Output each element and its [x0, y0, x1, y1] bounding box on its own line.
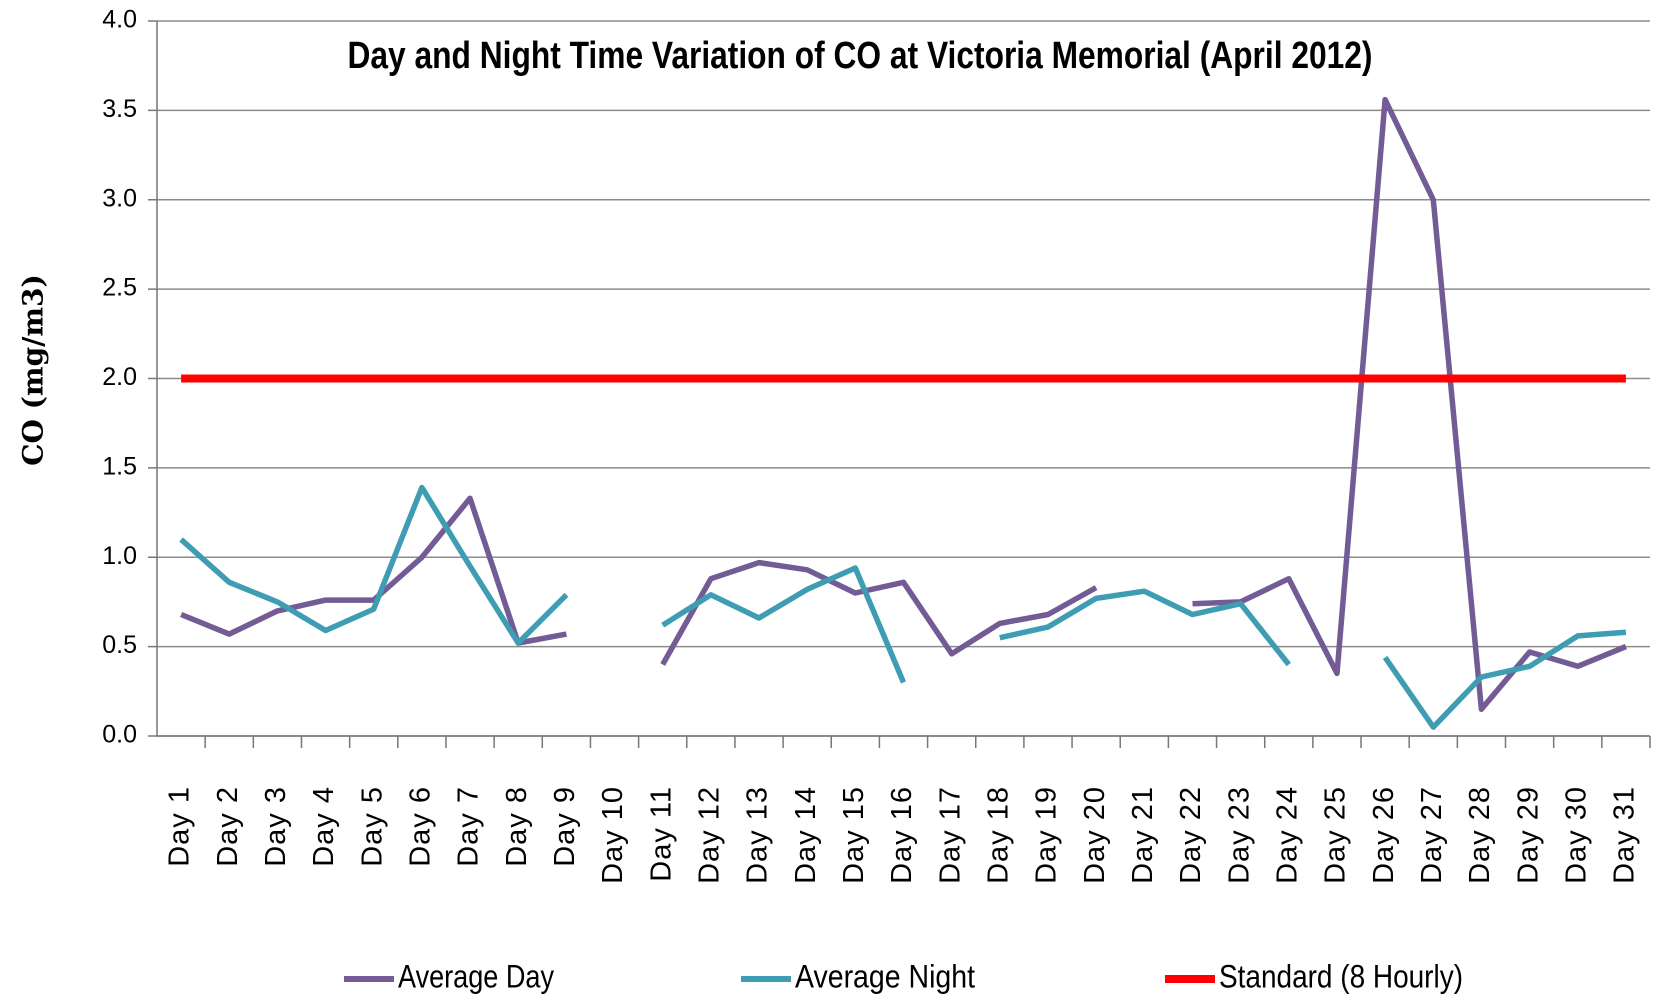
x-tick-label: Day 3: [260, 786, 292, 867]
legend-label: Average Day: [398, 958, 554, 994]
x-tick-label: Day 7: [453, 786, 485, 867]
y-tick-label: 2.5: [102, 274, 137, 302]
y-tick-label: 4.0: [102, 6, 137, 34]
x-tick-label: Day 27: [1416, 786, 1448, 884]
x-tick-label: Day 5: [356, 786, 388, 867]
y-tick-label: 0.0: [102, 721, 137, 749]
y-tick-label: 1.0: [102, 542, 137, 570]
y-axis-label: CO (mg/m3): [17, 274, 50, 465]
chart-title: Day and Night Time Variation of CO at Vi…: [348, 35, 1373, 77]
x-tick-label: Day 29: [1512, 786, 1544, 884]
x-tick-label: Day 16: [886, 786, 918, 884]
x-tick-label: Day 20: [1079, 786, 1111, 884]
y-tick-label: 2.0: [102, 363, 137, 391]
x-tick-label: Day 13: [742, 786, 774, 884]
x-tick-label: Day 22: [1175, 786, 1207, 884]
x-tick-label: Day 8: [501, 786, 533, 867]
x-tick-label: Day 1: [164, 786, 196, 867]
x-tick-label: Day 23: [1223, 786, 1255, 884]
x-tick-label: Day 30: [1560, 786, 1592, 884]
y-tick-label: 3.0: [102, 184, 137, 212]
x-tick-label: Day 24: [1271, 786, 1303, 884]
x-tick-label: Day 12: [694, 786, 726, 884]
x-tick-label: Day 31: [1609, 786, 1641, 884]
x-tick-label: Day 14: [790, 786, 822, 884]
series-line: [179, 484, 1627, 730]
x-tick-label: Day 9: [549, 786, 581, 867]
x-tick-label: Day 25: [1320, 786, 1352, 884]
series-line: [180, 96, 1627, 712]
legend-label: Standard (8 Hourly): [1219, 958, 1463, 994]
x-tick-label: Day 28: [1464, 786, 1496, 884]
y-tick-label: 0.5: [102, 631, 137, 659]
x-tick-label: Day 17: [934, 786, 966, 884]
x-tick-label: Day 2: [212, 786, 244, 867]
x-tick-label: Day 6: [405, 786, 437, 867]
x-tick-label: Day 19: [1031, 786, 1063, 884]
x-tick-label: Day 26: [1368, 786, 1400, 884]
y-tick-label: 3.5: [102, 95, 137, 123]
x-tick-label: Day 10: [597, 786, 629, 884]
legend-label: Average Night: [795, 958, 975, 994]
x-tick-label: Day 15: [838, 786, 870, 884]
x-tick-label: Day 18: [982, 786, 1014, 884]
y-tick-label: 1.5: [102, 452, 137, 480]
x-tick-label: Day 4: [308, 786, 340, 867]
x-tick-label: Day 21: [1127, 786, 1159, 884]
x-tick-label: Day 11: [645, 786, 677, 882]
